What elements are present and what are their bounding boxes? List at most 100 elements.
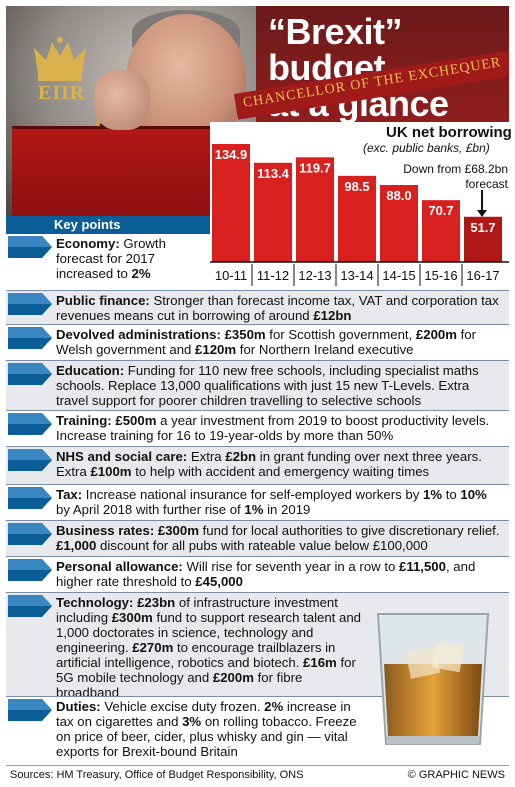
key-point-label: Public finance: xyxy=(56,293,150,308)
key-figure: £120m xyxy=(195,342,237,357)
arrow-tab-icon xyxy=(8,699,52,721)
key-figure: £23bn xyxy=(137,595,176,610)
hero-banner: EIIR “Brexit” budget at a glance CHANCEL… xyxy=(6,6,509,216)
key-point-body: to xyxy=(442,487,461,502)
key-point-label: Duties: xyxy=(56,699,101,714)
key-figure: £12bn xyxy=(313,308,352,323)
key-point-body: , and higher rate threshold to xyxy=(56,559,476,589)
key-figure: 1% xyxy=(244,502,264,517)
arrow-tab-icon xyxy=(8,595,52,617)
annotation-arrow xyxy=(481,190,483,214)
category-tick-label: 10-11 xyxy=(215,268,247,283)
key-point-body: Will rise for seventh year in a row to xyxy=(182,559,399,574)
key-figure: £500m xyxy=(115,413,157,428)
key-figure: £350m xyxy=(224,327,266,342)
key-point-body: by April 2018 with further rise of xyxy=(56,502,245,517)
key-figure: £1,000 xyxy=(56,538,97,553)
key-point-text: Education: Funding for 110 new free scho… xyxy=(56,363,503,408)
category-tick-label: 16-17 xyxy=(466,268,499,283)
key-point-body: in grant funding over next three years. … xyxy=(56,449,482,479)
key-point-label: Business rates: xyxy=(56,523,155,538)
bar-11-12 xyxy=(254,162,292,262)
category-tick-label: 11-12 xyxy=(257,268,289,283)
key-figure: £200m xyxy=(415,327,457,342)
key-point-section: Business rates: £300m fund for local aut… xyxy=(6,520,509,556)
arrow-tab-icon xyxy=(8,523,52,545)
credit: © GRAPHIC NEWS xyxy=(407,769,505,781)
key-point-text: Business rates: £300m fund for local aut… xyxy=(56,523,503,553)
arrow-tab-icon xyxy=(8,293,52,315)
key-figure: £16m xyxy=(303,655,337,670)
key-point-body: for 5G mobile technology and xyxy=(56,655,356,685)
chart-annotation: Down from £68.2bn forecast xyxy=(388,162,508,192)
key-figure: £11,500 xyxy=(399,559,446,574)
key-figure: £100m xyxy=(90,464,132,479)
bar-value-label: 98.5 xyxy=(344,179,369,194)
arrow-tab-icon xyxy=(8,413,52,435)
key-point-label: Training: xyxy=(56,413,112,428)
key-point-body: Stronger than forecast income tax, VAT a… xyxy=(56,293,499,323)
bar-13-14 xyxy=(338,175,376,262)
bar-value-label: 70.7 xyxy=(428,203,453,218)
key-figure: 3% xyxy=(182,714,202,729)
annotation-line-1: Down from £68.2bn xyxy=(403,162,508,176)
bar-16-17 xyxy=(464,216,502,262)
borrowing-chart: 134.9 10-11 113.4 11-12 119.7 12-13 98.5 13-14 8… xyxy=(210,144,509,286)
key-points-header: Key points xyxy=(6,216,210,234)
bar-14-15 xyxy=(380,185,418,262)
chancellor-hand xyxy=(94,70,150,130)
key-point-label: Devolved administrations: xyxy=(56,327,221,342)
royal-crown-icon xyxy=(28,34,92,110)
key-point-body: to help with accident and emergency wait… xyxy=(131,464,430,479)
key-point-body: of infrastructure investment including xyxy=(56,595,338,625)
key-point-text: NHS and social care: Extra £2bn in grant… xyxy=(56,449,503,479)
key-point-section: NHS and social care: Extra £2bn in grant… xyxy=(6,446,509,484)
key-point-label: Education: xyxy=(56,363,125,378)
key-point-body: fund to support research talent and 1,00… xyxy=(56,610,362,655)
category-tick-label: 15-16 xyxy=(424,268,457,283)
key-point-body: increase in tax on cigarettes and xyxy=(56,699,351,729)
arrow-tab-icon xyxy=(8,449,52,471)
arrow-tab-icon xyxy=(8,487,52,509)
key-point-section: Education: Funding for 110 new free scho… xyxy=(6,360,509,410)
arrow-tab-icon xyxy=(8,236,52,258)
whisky-glass-image xyxy=(368,604,498,752)
key-point-body: a year investment from 2019 to boost pro… xyxy=(56,413,490,443)
key-point-text: Devolved administrations: £350m for Scot… xyxy=(56,327,503,357)
economy-text: Growth forecast for 2017 increased to xyxy=(56,236,166,281)
economy-point: Economy: Growth forecast for 2017 increa… xyxy=(56,236,210,281)
royal-cypher: EIIR xyxy=(38,82,86,104)
bar-15-16 xyxy=(422,200,460,262)
key-point-body: for Northern Ireland executive xyxy=(236,342,414,357)
key-point-section: Training: £500m a year investment from 2… xyxy=(6,410,509,446)
key-point-label: Technology: xyxy=(56,595,134,610)
key-point-body: discount for all pubs with rateable valu… xyxy=(96,538,428,553)
key-point-body: for Scottish government, xyxy=(265,327,416,342)
key-point-text: Duties: Vehicle excise duty frozen. 2% i… xyxy=(56,699,361,759)
key-point-body: in 2019 xyxy=(263,502,311,517)
footer: Sources: HM Treasury, Office of Budget R… xyxy=(6,765,509,783)
key-point-body: Extra xyxy=(187,449,226,464)
key-figure: 2% xyxy=(264,699,284,714)
bar-value-label: 88.0 xyxy=(386,188,411,203)
key-figure: £45,000 xyxy=(195,574,243,589)
key-point-section: Personal allowance: Will rise for sevent… xyxy=(6,556,509,592)
key-point-body: fund for local authorities to give discr… xyxy=(198,523,500,538)
sources: Sources: HM Treasury, Office of Budget R… xyxy=(10,769,304,781)
key-point-text: Public finance: Stronger than forecast i… xyxy=(56,293,503,323)
key-point-text: Technology: £23bn of infrastructure inve… xyxy=(56,595,361,700)
economy-label: Economy: xyxy=(56,236,120,251)
key-figure: 1% xyxy=(422,487,443,502)
annotation-arrow-head xyxy=(477,210,487,217)
key-figure: 10% xyxy=(460,487,487,502)
key-figure: £300m xyxy=(157,523,199,538)
key-point-body: Vehicle excise duty frozen. xyxy=(100,699,265,714)
key-point-text: Training: £500m a year investment from 2… xyxy=(56,413,503,443)
bar-value-label: 134.9 xyxy=(215,147,248,162)
key-point-text: Personal allowance: Will rise for sevent… xyxy=(56,559,503,589)
category-tick-label: 14-15 xyxy=(382,268,415,283)
key-point-text: Tax: Increase national insurance for sel… xyxy=(56,487,503,517)
arrow-tab-icon xyxy=(8,559,52,581)
key-figure: £200m xyxy=(212,670,254,685)
key-figure: £300m xyxy=(111,610,153,625)
